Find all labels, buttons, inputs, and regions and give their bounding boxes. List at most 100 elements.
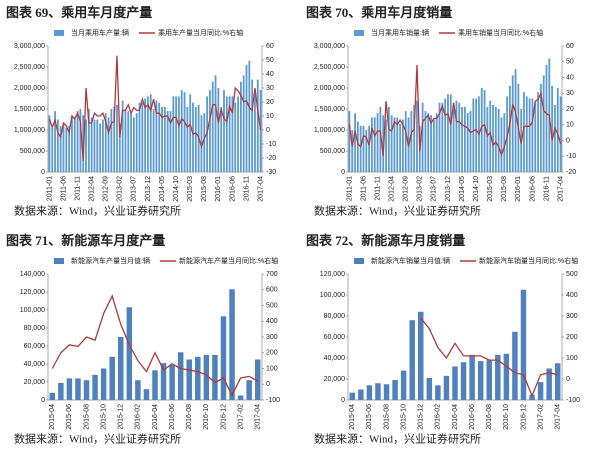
bar — [537, 92, 539, 172]
x-tick-label: 2016-06 — [469, 404, 476, 430]
bar — [211, 81, 214, 172]
x-tick-label: 2016-01 — [215, 176, 222, 202]
bar — [385, 119, 387, 172]
y2-tick-label: -10 — [566, 153, 576, 160]
x-tick-label: 2017-04 — [255, 404, 262, 430]
y-tick-label: 40,000 — [324, 355, 346, 362]
bar — [155, 100, 158, 172]
x-tick-label: 2012-04 — [88, 176, 95, 202]
y2-tick-label: 50 — [566, 59, 574, 66]
y-tick-label: 3,000,000 — [314, 43, 345, 50]
bar — [494, 106, 497, 172]
bar — [373, 117, 376, 172]
bar — [447, 94, 449, 172]
bar — [477, 361, 484, 400]
source-note: 数据来源：Wind，兴业证券研究所 — [14, 432, 181, 446]
bar — [228, 96, 231, 172]
bar — [404, 111, 407, 172]
bar — [418, 311, 424, 400]
bar — [390, 115, 393, 172]
x-tick-label: 2011-06 — [60, 176, 67, 201]
bar — [99, 123, 101, 172]
y-tick-label: 20,000 — [24, 379, 46, 386]
bar — [393, 117, 396, 172]
x-tick-label: 2016-11 — [243, 176, 250, 201]
x-tick-label: 2015-03 — [487, 176, 494, 202]
bar — [212, 355, 218, 400]
y2-tick-label: 0 — [266, 381, 270, 388]
legend-swatch — [54, 258, 64, 264]
bar — [503, 353, 510, 400]
x-tick-label: 2011-01 — [46, 176, 53, 201]
legend-swatch — [54, 30, 64, 36]
x-tick-label: 2017-04 — [257, 176, 264, 202]
x-tick-label: 2012-09 — [403, 176, 410, 202]
x-tick-label: 2015-06 — [366, 404, 373, 430]
bar — [194, 106, 197, 172]
bar — [149, 94, 152, 172]
chart-title: 图表 72、新能源车月度销量 — [306, 233, 465, 248]
bar — [525, 96, 528, 172]
bar — [195, 356, 201, 400]
bar — [147, 96, 149, 172]
legend-label: 乘用车销量当月同比:%右轴 — [458, 28, 543, 37]
y-tick-label: 100,000 — [320, 292, 345, 299]
x-tick-label: 2014-10 — [173, 176, 180, 202]
y2-tick-label: -20 — [266, 155, 276, 162]
bar — [444, 98, 447, 172]
bar — [463, 106, 466, 172]
bar — [121, 100, 124, 172]
bar — [511, 75, 514, 172]
bar — [523, 92, 525, 172]
y2-tick-label: 0 — [566, 137, 570, 144]
legend-label: 新能源汽车销量当月值:辆 — [371, 256, 450, 265]
bar — [172, 96, 175, 172]
y-tick-label: 3,000,000 — [14, 43, 45, 50]
y2-tick-label: 500 — [566, 271, 578, 278]
bar — [144, 98, 147, 172]
bar — [231, 96, 234, 172]
x-tick-label: 2014-05 — [159, 176, 166, 202]
y2-tick-label: 500 — [266, 302, 278, 309]
x-tick-label: 2013-02 — [417, 176, 424, 202]
y-tick-label: 120,000 — [320, 271, 345, 278]
x-tick-label: 2012-09 — [103, 176, 110, 202]
bar — [100, 368, 107, 400]
legend-swatch — [354, 258, 364, 264]
bar — [469, 354, 475, 400]
bar — [234, 102, 237, 172]
bar — [546, 368, 552, 400]
bar — [79, 109, 82, 172]
bar — [435, 113, 438, 172]
y-tick-label: 40,000 — [24, 361, 46, 368]
bar — [126, 307, 133, 400]
bar — [65, 127, 68, 172]
bar — [183, 92, 186, 172]
x-tick-label: 2016-10 — [203, 404, 210, 430]
bar — [356, 121, 359, 172]
bar — [551, 85, 554, 172]
bar — [56, 119, 59, 172]
bar — [426, 377, 433, 400]
bar — [246, 380, 252, 400]
bar — [110, 109, 113, 172]
x-tick-label: 2017-02 — [537, 404, 544, 430]
bar — [556, 88, 559, 172]
bar — [223, 90, 225, 172]
line — [420, 317, 558, 398]
bar — [497, 109, 500, 172]
x-tick-label: 2015-08 — [501, 176, 508, 202]
bar — [371, 117, 373, 172]
bar — [135, 380, 141, 400]
y-tick-label: 2,500,000 — [314, 64, 345, 71]
y-tick-label: 500,000 — [20, 148, 45, 155]
bar — [220, 316, 227, 400]
y-tick-label: 100,000 — [20, 307, 45, 314]
bar — [62, 123, 65, 172]
bar — [169, 111, 172, 172]
bar — [51, 127, 54, 172]
bar — [514, 69, 517, 172]
bar — [489, 100, 492, 172]
bar — [379, 106, 382, 172]
x-tick-label: 2013-07 — [431, 176, 438, 202]
